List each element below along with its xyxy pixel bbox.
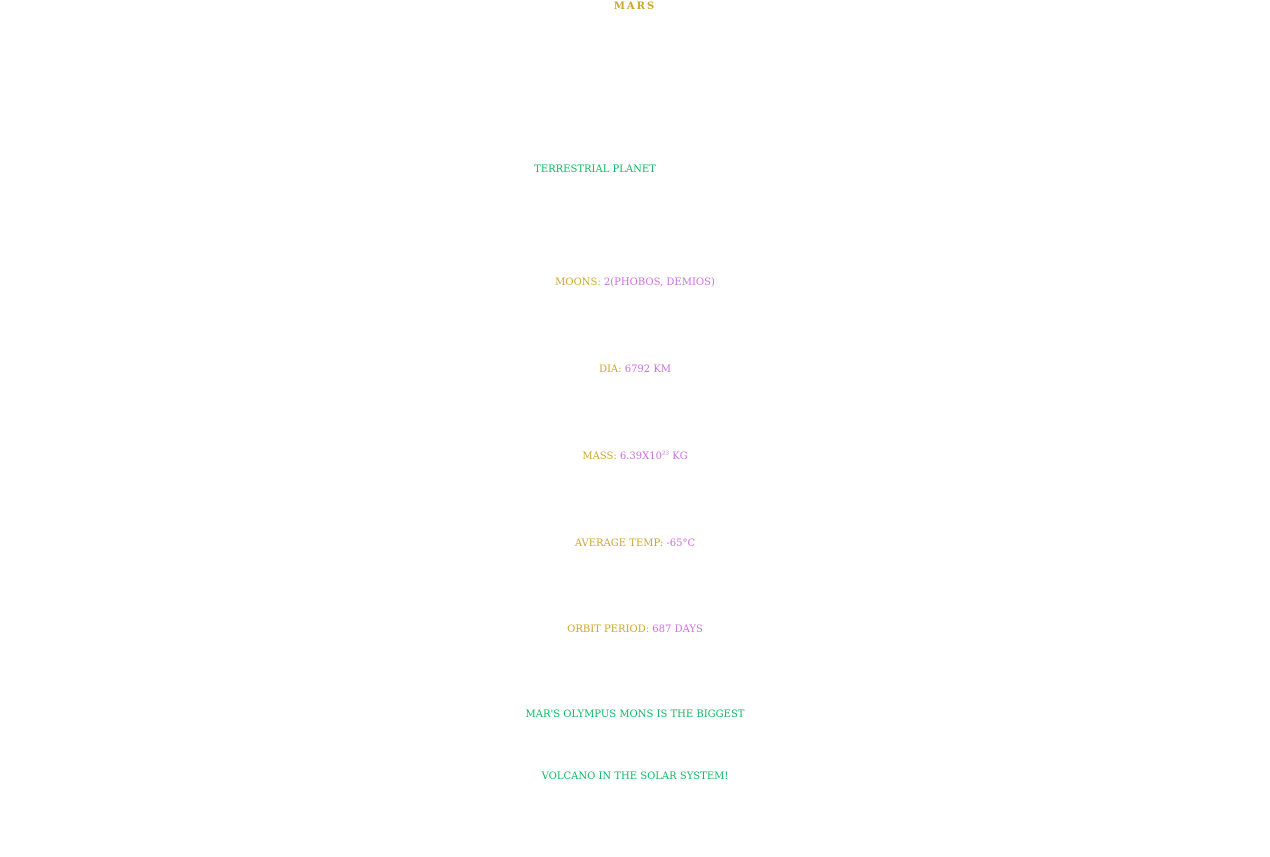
moons-row: MOONS: 2(PHOBOS, DEMIOS) [0,278,1270,288]
mass-label: MASS: [582,451,617,462]
page-title: MARS [613,1,657,12]
orbit-label: ORBIT PERIOD: [567,624,650,635]
mass-unit: KG [672,451,688,462]
fun-fact-line-2: VOLCANO IN THE SOLAR SYSTEM! [541,771,729,782]
mass-row: MASS: 6.39X1023 KG [0,451,1270,462]
moons-value: 2(PHOBOS, DEMIOS) [603,277,715,288]
temperature-row: AVERAGE TEMP: -65°C [0,539,1270,549]
orbit-row: ORBIT PERIOD: 687 DAYS [0,625,1270,635]
temperature-value: -65°C [666,538,696,549]
mass-value: 6.39X1023 KG [620,451,688,462]
diameter-label: DIA: [598,364,622,375]
temperature-label: AVERAGE TEMP: [574,538,664,549]
mass-base: 6.39X10 [619,451,662,462]
diameter-value: 6792 KM [624,364,672,375]
mass-exponent: 23 [662,450,669,457]
planet-type: TERRESTRIAL PLANET [534,164,656,175]
moons-label: MOONS: [555,277,601,288]
diameter-row: DIA: 6792 KM [0,365,1270,375]
orbit-value: 687 DAYS [652,624,703,635]
fun-fact-line-1: MAR'S OLYMPUS MONS IS THE BIGGEST [525,709,745,720]
